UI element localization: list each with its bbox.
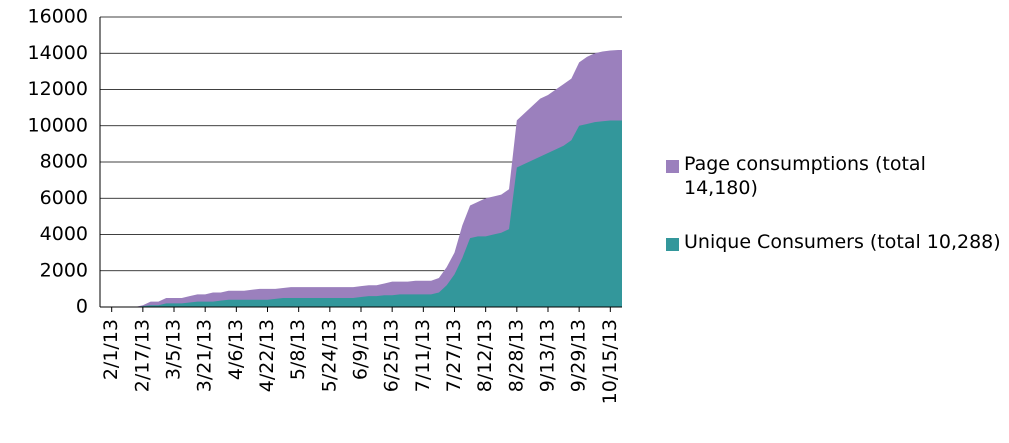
- x-tick-label: 7/27/13: [443, 319, 465, 392]
- legend-swatch: [666, 238, 679, 251]
- legend-entry: Page consumptions (total 14,180): [666, 152, 1004, 200]
- y-tick-label: 2000: [40, 259, 88, 281]
- x-tick-label: 2/1/13: [100, 319, 122, 380]
- y-tick-label: 0: [76, 296, 88, 318]
- x-tick-label: 6/9/13: [350, 319, 372, 380]
- y-tick-label: 6000: [40, 187, 88, 209]
- x-tick-label: 4/6/13: [225, 319, 247, 380]
- x-tick-label: 5/24/13: [318, 319, 340, 392]
- x-tick-label: 5/8/13: [287, 319, 309, 380]
- y-tick-label: 10000: [28, 114, 88, 136]
- y-tick-label: 14000: [28, 42, 88, 64]
- x-tick-label: 6/25/13: [381, 319, 403, 392]
- legend: Page consumptions (total 14,180) Unique C…: [666, 152, 1006, 284]
- x-tick-label: 3/5/13: [163, 319, 185, 380]
- area: [100, 120, 622, 307]
- x-tick-label: 2/17/13: [131, 319, 153, 392]
- x-tick-label: 9/13/13: [536, 319, 558, 392]
- legend-entry: Unique Consumers (total 10,288): [666, 230, 1004, 254]
- y-tick-label: 4000: [40, 223, 88, 245]
- x-tick-label: 8/12/13: [474, 319, 496, 392]
- legend-label: Page consumptions (total 14,180): [684, 153, 926, 199]
- x-tick-label: 8/28/13: [505, 319, 527, 392]
- y-tick-label: 16000: [28, 6, 88, 28]
- x-tick-label: 3/21/13: [194, 319, 216, 392]
- y-tick-label: 12000: [28, 78, 88, 100]
- x-tick-label: 7/11/13: [412, 319, 434, 392]
- x-tick-label: 9/29/13: [568, 319, 590, 392]
- legend-swatch: [666, 160, 679, 173]
- legend-label: Unique Consumers (total 10,288): [684, 231, 1001, 253]
- x-tick-label: 4/22/13: [256, 319, 278, 392]
- x-tick-label: 10/15/13: [599, 319, 621, 404]
- y-tick-label: 8000: [40, 151, 88, 173]
